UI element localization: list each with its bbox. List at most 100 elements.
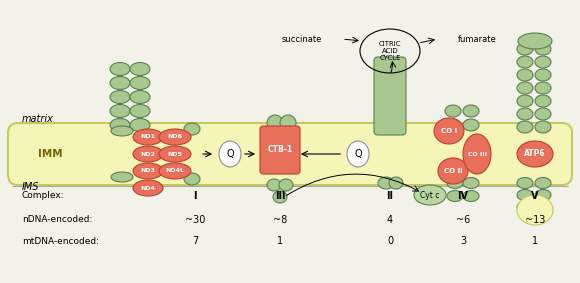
Ellipse shape [159, 163, 191, 179]
Ellipse shape [517, 95, 533, 107]
Text: II: II [386, 191, 393, 201]
Ellipse shape [111, 126, 133, 136]
Ellipse shape [133, 180, 163, 196]
Ellipse shape [133, 129, 163, 145]
Text: IV: IV [458, 191, 469, 201]
Text: 4: 4 [387, 215, 393, 225]
Text: ~8: ~8 [273, 215, 287, 225]
Ellipse shape [184, 123, 200, 135]
Ellipse shape [273, 191, 287, 203]
Ellipse shape [438, 158, 468, 184]
Text: ~6: ~6 [456, 215, 470, 225]
Ellipse shape [219, 141, 241, 167]
Text: CO I: CO I [441, 128, 457, 134]
Text: CTB-1: CTB-1 [267, 145, 292, 155]
Ellipse shape [110, 76, 130, 89]
Ellipse shape [535, 108, 551, 120]
Text: ND5: ND5 [168, 151, 183, 156]
Ellipse shape [535, 177, 551, 188]
Text: nDNA-encoded:: nDNA-encoded: [22, 215, 92, 224]
Ellipse shape [535, 43, 551, 55]
Ellipse shape [110, 119, 130, 132]
Text: ~30: ~30 [185, 215, 205, 225]
Ellipse shape [535, 190, 551, 200]
Text: I: I [193, 191, 197, 201]
Ellipse shape [130, 104, 150, 117]
Ellipse shape [517, 69, 533, 81]
Text: 3: 3 [460, 236, 466, 246]
Text: CITRIC
ACID
CYCLE: CITRIC ACID CYCLE [379, 41, 401, 61]
Text: IMS: IMS [22, 182, 39, 192]
Ellipse shape [517, 141, 553, 167]
Text: ND6: ND6 [168, 134, 183, 140]
Ellipse shape [434, 118, 464, 144]
Ellipse shape [517, 56, 533, 68]
Text: III: III [275, 191, 285, 201]
Ellipse shape [414, 185, 446, 205]
Text: Complex:: Complex: [22, 192, 64, 200]
Text: ND4L: ND4L [165, 168, 184, 173]
Ellipse shape [130, 119, 150, 132]
Ellipse shape [535, 56, 551, 68]
Ellipse shape [267, 115, 283, 131]
Ellipse shape [347, 141, 369, 167]
Ellipse shape [535, 121, 551, 133]
Text: Cyt c: Cyt c [420, 190, 440, 200]
Ellipse shape [130, 91, 150, 104]
Text: ND4: ND4 [140, 185, 155, 190]
FancyBboxPatch shape [260, 126, 300, 174]
Ellipse shape [517, 201, 533, 213]
Ellipse shape [280, 115, 296, 131]
Text: succinate: succinate [282, 35, 322, 44]
Ellipse shape [447, 177, 463, 188]
Ellipse shape [517, 121, 533, 133]
Ellipse shape [447, 190, 463, 201]
Ellipse shape [279, 179, 293, 191]
Ellipse shape [517, 190, 533, 200]
Ellipse shape [517, 177, 533, 188]
Text: CO III: CO III [467, 151, 487, 156]
Ellipse shape [111, 172, 133, 182]
Ellipse shape [517, 195, 553, 225]
FancyBboxPatch shape [374, 57, 406, 135]
Text: IMM: IMM [38, 149, 62, 159]
Ellipse shape [535, 201, 551, 213]
Ellipse shape [159, 146, 191, 162]
Text: V: V [531, 191, 539, 201]
Ellipse shape [159, 129, 191, 145]
Ellipse shape [517, 43, 533, 55]
Ellipse shape [463, 105, 479, 117]
Ellipse shape [463, 177, 479, 188]
Ellipse shape [110, 91, 130, 104]
Text: fumarate: fumarate [458, 35, 496, 44]
Text: 7: 7 [192, 236, 198, 246]
Ellipse shape [133, 146, 163, 162]
Ellipse shape [389, 177, 403, 189]
Text: ND3: ND3 [140, 168, 155, 173]
Text: mtDNA-encoded:: mtDNA-encoded: [22, 237, 99, 245]
Text: 0: 0 [387, 236, 393, 246]
Text: Q: Q [354, 149, 362, 159]
Text: ~13: ~13 [525, 215, 545, 225]
Ellipse shape [445, 119, 461, 131]
Ellipse shape [535, 95, 551, 107]
Ellipse shape [130, 63, 150, 76]
Ellipse shape [518, 33, 552, 49]
Ellipse shape [378, 177, 394, 189]
Ellipse shape [133, 163, 163, 179]
Ellipse shape [535, 82, 551, 94]
Text: CO II: CO II [444, 168, 462, 174]
Ellipse shape [445, 105, 461, 117]
Ellipse shape [463, 119, 479, 131]
FancyBboxPatch shape [8, 123, 572, 185]
Text: ND2: ND2 [140, 151, 155, 156]
Text: matrix: matrix [22, 114, 54, 124]
Ellipse shape [517, 108, 533, 120]
Ellipse shape [535, 69, 551, 81]
Ellipse shape [184, 173, 200, 185]
Ellipse shape [267, 179, 281, 191]
Text: ND1: ND1 [140, 134, 155, 140]
Ellipse shape [517, 82, 533, 94]
Text: Q: Q [226, 149, 234, 159]
Ellipse shape [463, 134, 491, 174]
